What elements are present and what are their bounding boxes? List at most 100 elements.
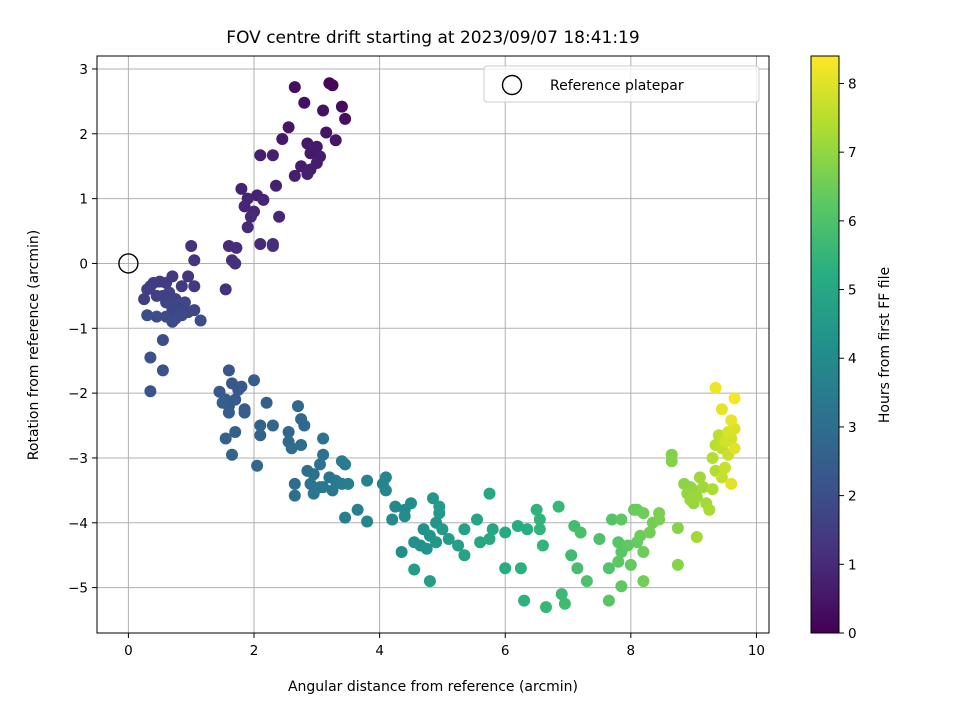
data-point xyxy=(304,477,317,490)
data-point xyxy=(521,523,534,536)
data-point xyxy=(606,513,618,526)
data-point xyxy=(436,523,449,536)
legend: Reference platepar xyxy=(483,65,760,103)
data-point xyxy=(405,497,417,510)
chart-title: FOV centre drift starting at 2023/09/07 … xyxy=(226,28,639,48)
y-tick-label: 1 xyxy=(79,192,88,208)
colorbar-tick-label: 2 xyxy=(848,489,857,505)
data-point xyxy=(335,100,348,113)
data-point xyxy=(175,280,188,293)
colorbar-tick-label: 4 xyxy=(848,351,857,367)
data-point xyxy=(715,471,728,484)
data-point xyxy=(379,471,392,484)
data-point xyxy=(593,533,606,545)
data-point xyxy=(486,523,499,536)
colorbar-tick-label: 7 xyxy=(848,145,857,161)
data-point xyxy=(254,238,267,250)
data-point xyxy=(499,562,512,575)
data-point xyxy=(273,210,286,223)
data-point xyxy=(266,419,279,432)
data-point xyxy=(339,511,352,524)
legend-entry-reference: Reference platepar xyxy=(550,78,684,94)
data-point xyxy=(326,79,339,92)
x-tick-label: 8 xyxy=(627,643,636,659)
data-point xyxy=(725,414,738,427)
y-tick-label: −4 xyxy=(68,516,88,532)
data-point xyxy=(565,549,578,562)
data-point xyxy=(270,179,282,192)
x-tick-label: 2 xyxy=(250,643,259,659)
data-point xyxy=(706,483,719,496)
data-point xyxy=(307,468,320,481)
data-point xyxy=(254,419,267,432)
plot-area-frame xyxy=(96,55,770,634)
data-points xyxy=(118,77,741,614)
y-tick-label: −5 xyxy=(68,581,88,597)
data-point xyxy=(580,575,593,588)
data-point xyxy=(156,364,169,377)
data-point xyxy=(408,563,421,576)
data-point xyxy=(483,487,496,500)
data-point xyxy=(320,126,333,139)
data-point xyxy=(719,461,731,474)
data-point xyxy=(634,529,647,542)
data-point xyxy=(615,580,628,593)
data-point xyxy=(222,406,235,419)
data-point xyxy=(430,536,443,549)
data-point xyxy=(458,523,471,536)
legend-reference-marker xyxy=(501,74,523,96)
data-point xyxy=(398,510,411,523)
data-point xyxy=(728,442,741,455)
data-point xyxy=(558,597,571,610)
data-point xyxy=(317,104,330,117)
data-point xyxy=(339,112,352,125)
data-point xyxy=(339,458,352,471)
data-point xyxy=(671,558,684,571)
data-point xyxy=(442,533,455,545)
colorbar-tick-label: 8 xyxy=(848,76,857,92)
data-point xyxy=(235,380,248,393)
data-point xyxy=(138,293,151,306)
data-point xyxy=(474,536,487,549)
data-point xyxy=(144,385,157,398)
y-tick-label: −1 xyxy=(68,321,88,337)
data-point xyxy=(514,562,527,575)
data-point xyxy=(276,133,289,145)
data-point xyxy=(706,452,719,464)
data-point xyxy=(254,149,267,162)
data-point xyxy=(379,484,392,497)
data-point xyxy=(144,351,157,364)
data-point xyxy=(150,310,163,323)
data-point xyxy=(235,182,248,195)
data-point xyxy=(329,134,342,147)
data-point xyxy=(471,513,483,526)
data-point xyxy=(178,296,191,309)
data-point xyxy=(555,588,568,601)
data-point xyxy=(326,484,339,497)
data-point xyxy=(684,494,697,507)
data-point xyxy=(511,520,524,532)
data-point xyxy=(244,210,257,223)
data-point xyxy=(458,549,471,562)
data-point xyxy=(314,458,326,471)
data-point xyxy=(361,515,374,528)
data-point xyxy=(395,546,408,558)
data-point xyxy=(536,539,549,552)
reference-platepar-marker xyxy=(118,253,139,274)
data-point xyxy=(282,121,295,134)
data-point xyxy=(725,477,738,490)
x-axis-label: Angular distance from reference (arcmin) xyxy=(288,679,578,695)
colorbar-tick-label: 0 xyxy=(848,626,857,642)
data-point xyxy=(304,147,317,160)
data-point xyxy=(141,309,154,322)
data-point xyxy=(266,149,279,162)
data-point xyxy=(295,439,308,451)
legend-box xyxy=(483,65,760,103)
data-point xyxy=(317,448,330,461)
data-point xyxy=(182,270,195,283)
data-point xyxy=(671,522,684,534)
data-point xyxy=(612,555,625,568)
data-point xyxy=(188,304,201,317)
data-point xyxy=(257,193,270,206)
data-point xyxy=(653,507,666,520)
